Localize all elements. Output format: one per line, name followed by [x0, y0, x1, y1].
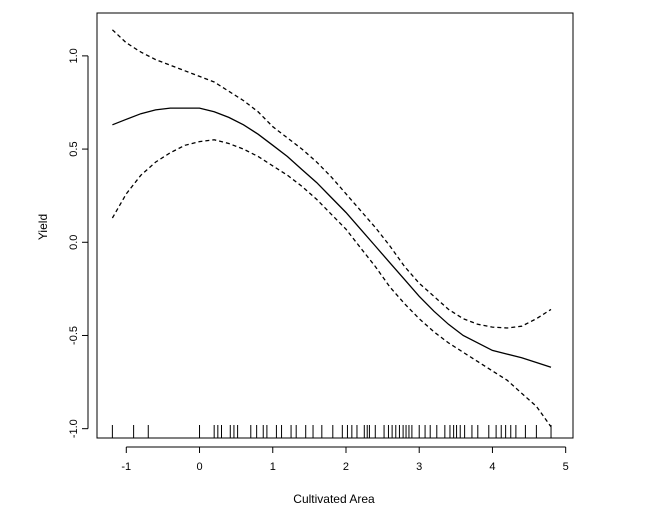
x-axis-label: Cultivated Area [293, 492, 375, 506]
y-axis: -1.0 -0.5 0.0 0.5 1.0 [68, 48, 89, 438]
x-tick-label: 5 [563, 461, 569, 473]
fit-curve [112, 107, 552, 368]
plot-frame [96, 12, 574, 439]
y-axis-label: Yield [36, 214, 50, 240]
y-tick-label: 1.0 [68, 48, 80, 63]
x-tick-label: 1 [270, 461, 276, 473]
x-tick-label: 4 [489, 461, 495, 473]
rug [111, 425, 552, 438]
lower-band-curve [111, 139, 552, 428]
x-tick-label: -1 [121, 461, 131, 473]
upper-band-curve [111, 29, 552, 329]
y-tick-label: 0.0 [68, 235, 80, 250]
x-tick-label: 2 [343, 461, 349, 473]
y-tick-label: 0.5 [68, 141, 80, 156]
y-tick-label: -0.5 [68, 326, 80, 345]
series-layer [111, 29, 552, 428]
x-axis: -1 0 1 2 3 4 5 [121, 446, 569, 473]
x-tick-label: 3 [416, 461, 422, 473]
x-tick-label: 0 [196, 461, 202, 473]
y-tick-label: -1.0 [68, 419, 80, 438]
